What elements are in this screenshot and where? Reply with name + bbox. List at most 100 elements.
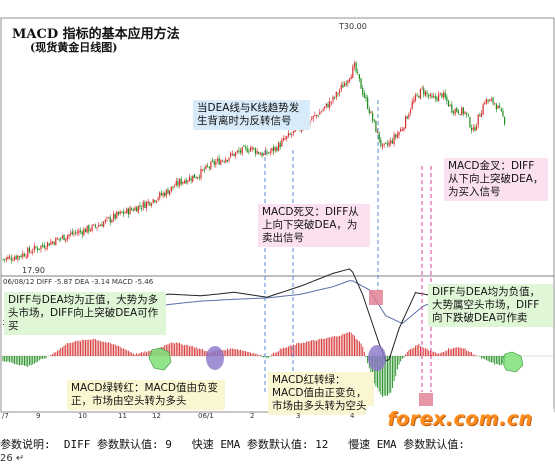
candle-body: [145, 201, 148, 209]
candle-body: [340, 84, 342, 90]
candle-body: [13, 257, 16, 261]
candle-body: [360, 78, 362, 89]
candle-body: [165, 189, 167, 196]
candle-body: [104, 219, 106, 223]
candle-body: [241, 146, 243, 154]
chart-title: MACD 指标的基本应用方法: [12, 27, 180, 42]
candle-body: [134, 207, 136, 211]
candle-body: [406, 116, 408, 119]
candle-body: [459, 114, 461, 116]
x-tick-label: 4: [350, 412, 355, 420]
x-tick-label: 10: [78, 412, 87, 420]
candle-body: [452, 111, 455, 114]
candle-body: [469, 116, 471, 128]
candle-body: [60, 238, 62, 240]
candle-body: [396, 134, 398, 138]
price-low-label: 17.90: [22, 266, 45, 275]
candle-body: [282, 137, 285, 141]
candle-body: [48, 243, 50, 246]
candle-body: [327, 103, 329, 108]
red-marker-top: [369, 290, 383, 305]
candle-body: [320, 111, 323, 113]
candle-body: [55, 237, 57, 246]
candle-body: [182, 181, 184, 184]
candle-body: [112, 213, 115, 220]
annotation-red-to-green: MACD红转绿：MACD值由正变负，市场由多头转为空头: [268, 372, 374, 415]
candle-body: [91, 225, 93, 231]
candle-body: [61, 235, 63, 239]
candle-body: [495, 104, 497, 110]
candle-body: [119, 211, 121, 214]
candle-body: [286, 136, 288, 139]
candle-body: [485, 99, 488, 104]
candle-body: [185, 179, 187, 184]
candle-body: [274, 147, 276, 151]
candle-body: [223, 161, 225, 163]
candle-body: [89, 230, 92, 232]
candle-body: [192, 175, 194, 182]
candle-body: [66, 235, 68, 239]
candle-body: [124, 212, 126, 214]
candle-body: [426, 92, 428, 95]
candle-body: [429, 94, 431, 97]
candle-body: [122, 211, 125, 214]
candle-body: [400, 129, 402, 132]
candle-body: [467, 115, 469, 117]
candle-body: [244, 146, 247, 148]
candle-body: [162, 193, 164, 196]
signal-guides: [264, 100, 432, 392]
candle-body: [497, 105, 499, 109]
candle-body: [37, 248, 39, 250]
candle-body: [18, 255, 21, 257]
candle-body: [330, 101, 332, 103]
candle-body: [93, 224, 95, 226]
candle-body: [216, 158, 219, 162]
candle-body: [33, 245, 35, 251]
candle-body: [9, 256, 11, 258]
candle-body: [287, 133, 290, 137]
candle-body: [484, 103, 486, 105]
candle-body: [81, 231, 83, 235]
candle-body: [317, 115, 319, 117]
candle-body: [256, 150, 258, 154]
candle-body: [117, 211, 120, 215]
candle-body: [15, 256, 17, 260]
candle-body: [266, 151, 268, 154]
candle-body: [322, 109, 324, 112]
candle-body: [233, 153, 235, 157]
candle-body: [101, 224, 103, 227]
candle-body: [337, 93, 339, 95]
candle-body: [84, 229, 87, 233]
candle-body: [428, 95, 430, 97]
candle-body: [385, 142, 387, 144]
candle-body: [372, 113, 374, 121]
price-peak-label: T30.00: [339, 22, 367, 31]
candle-body: [78, 230, 80, 234]
candle-body: [281, 140, 283, 147]
candle-body: [42, 244, 44, 246]
candle-body: [205, 165, 207, 170]
candle-body: [403, 127, 405, 131]
candle-body: [411, 101, 413, 109]
candle-body: [137, 205, 139, 213]
candle-body: [464, 111, 466, 114]
candle-body: [375, 120, 377, 133]
candle-body: [391, 140, 393, 144]
annotation-green-to-red: MACD绿转红：MACD值由负变正，市场由空头转为多头: [67, 380, 225, 410]
candle-body: [20, 255, 22, 257]
candle-body: [193, 174, 195, 178]
candle-body: [477, 114, 479, 126]
candle-body: [30, 252, 32, 254]
candle-body: [238, 150, 240, 152]
x-tick-label: 06/1: [198, 412, 214, 420]
candle-body: [225, 159, 227, 163]
candle-body: [141, 208, 143, 210]
candle-body: [164, 193, 166, 197]
candle-body: [263, 153, 265, 156]
candle-body: [38, 248, 40, 250]
candle-body: [75, 231, 77, 233]
candle-body: [172, 186, 174, 188]
candle-body: [2, 259, 4, 261]
candle-body: [25, 256, 27, 258]
candle-body: [271, 148, 273, 151]
